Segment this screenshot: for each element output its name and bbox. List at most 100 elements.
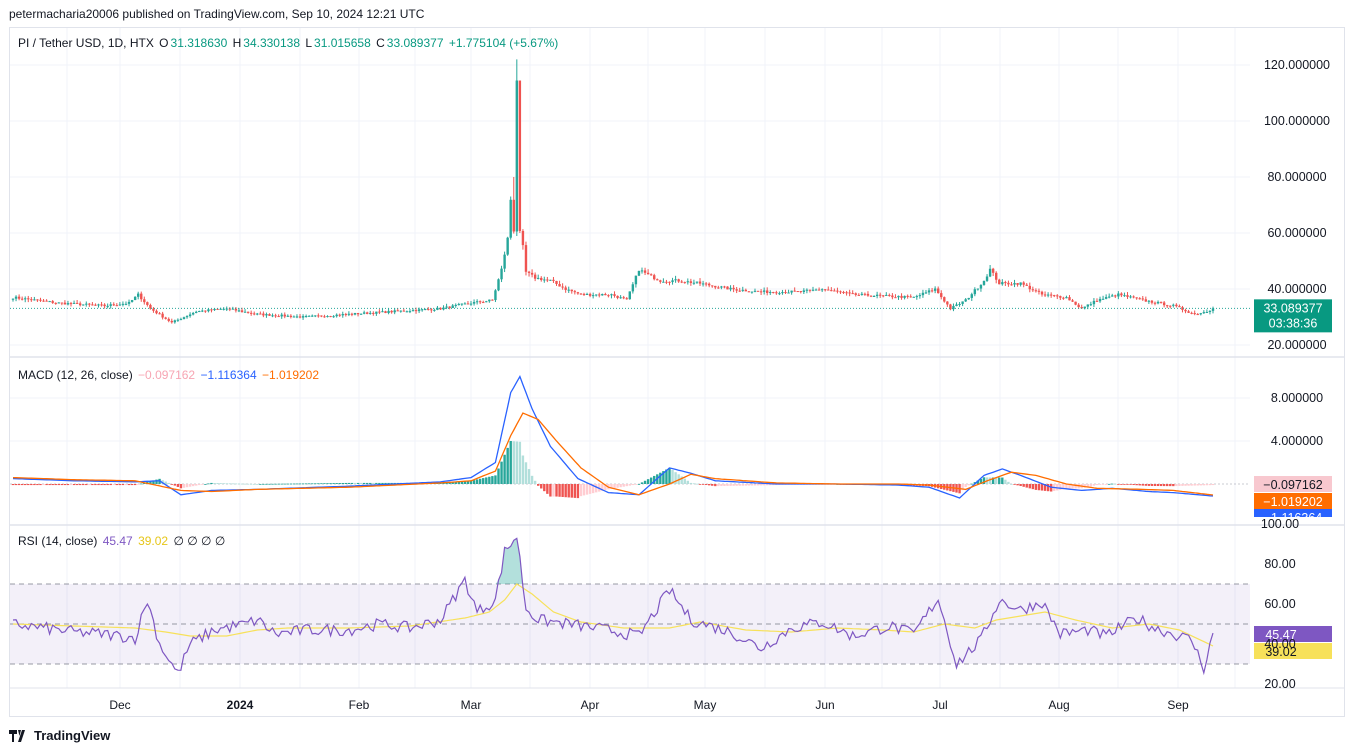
candle-body (332, 316, 335, 318)
macd-histogram-bar (1001, 477, 1004, 484)
macd-histogram-bar (536, 484, 540, 486)
candle-body (478, 301, 482, 303)
macd-histogram-bar (982, 477, 986, 484)
candle-body (198, 311, 201, 313)
candle-body (1092, 300, 1096, 305)
macd-histogram-bar (524, 462, 528, 484)
macd-histogram-bar (579, 484, 583, 497)
macd-histogram-bar (155, 479, 158, 484)
candle-body (1083, 306, 1086, 309)
macd-histogram-bar (701, 484, 705, 485)
macd-histogram-bar (286, 483, 290, 485)
candle-body (894, 297, 897, 299)
macd-histogram-bar (20, 484, 24, 486)
rsi-axis-label: 100.00 (1261, 517, 1299, 531)
macd-histogram-bar (63, 484, 67, 486)
macd-histogram-bar (750, 484, 754, 486)
macd-histogram-bar (213, 482, 216, 484)
candle-body (1040, 291, 1044, 295)
candle-body (671, 280, 674, 283)
candle-body (622, 297, 625, 299)
candle-body (1095, 300, 1099, 302)
candle-body (253, 313, 256, 315)
candle-body (1104, 297, 1108, 299)
candle-body (750, 291, 754, 293)
candle-body (1138, 298, 1141, 300)
macd-histogram-bar (616, 484, 619, 488)
candle-body (854, 293, 857, 295)
macd-histogram-bar (88, 484, 91, 486)
macd-hist-tag (1254, 476, 1332, 492)
macd-histogram-bar (298, 483, 302, 485)
candle-body (662, 281, 665, 283)
chart-frame (9, 27, 1345, 717)
footer-brand: TradingView (34, 728, 111, 743)
candle-body (1101, 298, 1105, 300)
rsi-title[interactable]: RSI (14, close) (18, 534, 98, 548)
macd-histogram-bar (94, 484, 97, 486)
rsi-ma-tag-text: 39.02 (1265, 645, 1296, 659)
macd-line-tag (1254, 509, 1332, 517)
candle-body (338, 314, 341, 316)
candle-body (772, 292, 775, 294)
candle-body (353, 312, 357, 315)
candle-body (903, 295, 906, 298)
candle-body (897, 295, 900, 298)
candle-body (78, 303, 82, 306)
candle-body (167, 318, 170, 321)
candle-body (555, 280, 558, 285)
candle-body (781, 292, 784, 294)
candle-body (720, 286, 723, 288)
macd-histogram-bar (646, 479, 650, 484)
macd-histogram-bar (271, 483, 274, 485)
change-value: +1.775104 (+5.67%) (448, 36, 559, 50)
rsi-ma-line (12, 583, 1214, 647)
candle-body (912, 296, 915, 298)
candle-body (301, 316, 305, 318)
macd-histogram-bar (604, 484, 607, 491)
candle-body (231, 308, 235, 310)
macd-histogram-bar (1114, 483, 1117, 485)
candle-body (100, 304, 103, 306)
candle-body (988, 268, 992, 277)
candle-body (213, 308, 216, 311)
candle-body (488, 299, 491, 302)
symbol-label[interactable]: PI / Tether USD, 1D, HTX (18, 36, 154, 50)
macd-histogram-bar (1034, 484, 1038, 490)
candle-body (653, 275, 656, 280)
price-axes: Dec 2024 Feb Mar Apr May Jun Jul Aug Sep 20.000000… (109, 58, 1330, 712)
open-label: O (159, 36, 169, 50)
candle-body (359, 313, 363, 315)
candle-body (543, 279, 546, 281)
macd-title[interactable]: MACD (12, 26, close) (18, 368, 133, 382)
macd-histogram-bar (1187, 484, 1190, 486)
macd-histogram-bar (188, 484, 192, 487)
macd-histogram-bar (353, 482, 357, 484)
candle-body (921, 292, 925, 296)
macd-histogram-bar (1135, 484, 1138, 486)
candle-body (240, 310, 244, 312)
macd-histogram-bar (671, 470, 674, 484)
candle-body (753, 290, 757, 292)
candle-body (51, 301, 54, 303)
candle-body (1001, 282, 1004, 285)
candle-body (124, 303, 128, 305)
candle-body (57, 302, 61, 304)
macd-histogram-bar (533, 480, 537, 484)
candle-body (851, 293, 854, 295)
macd-histogram-bar (1095, 484, 1099, 486)
tradingview-footer[interactable]: TradingView (9, 728, 110, 743)
macd-histogram-bar (1117, 484, 1120, 485)
candle-body (350, 313, 354, 315)
candle-body (164, 317, 167, 319)
candle-body (243, 311, 247, 313)
macd-histogram-bar (33, 484, 36, 486)
macd-histogram-bar (564, 484, 567, 498)
candle-body (222, 308, 225, 310)
candle-body (1013, 283, 1016, 285)
macd-histogram-bar (124, 484, 128, 486)
candle-body (326, 316, 329, 318)
candle-body (625, 298, 628, 300)
candle-body (656, 279, 659, 281)
